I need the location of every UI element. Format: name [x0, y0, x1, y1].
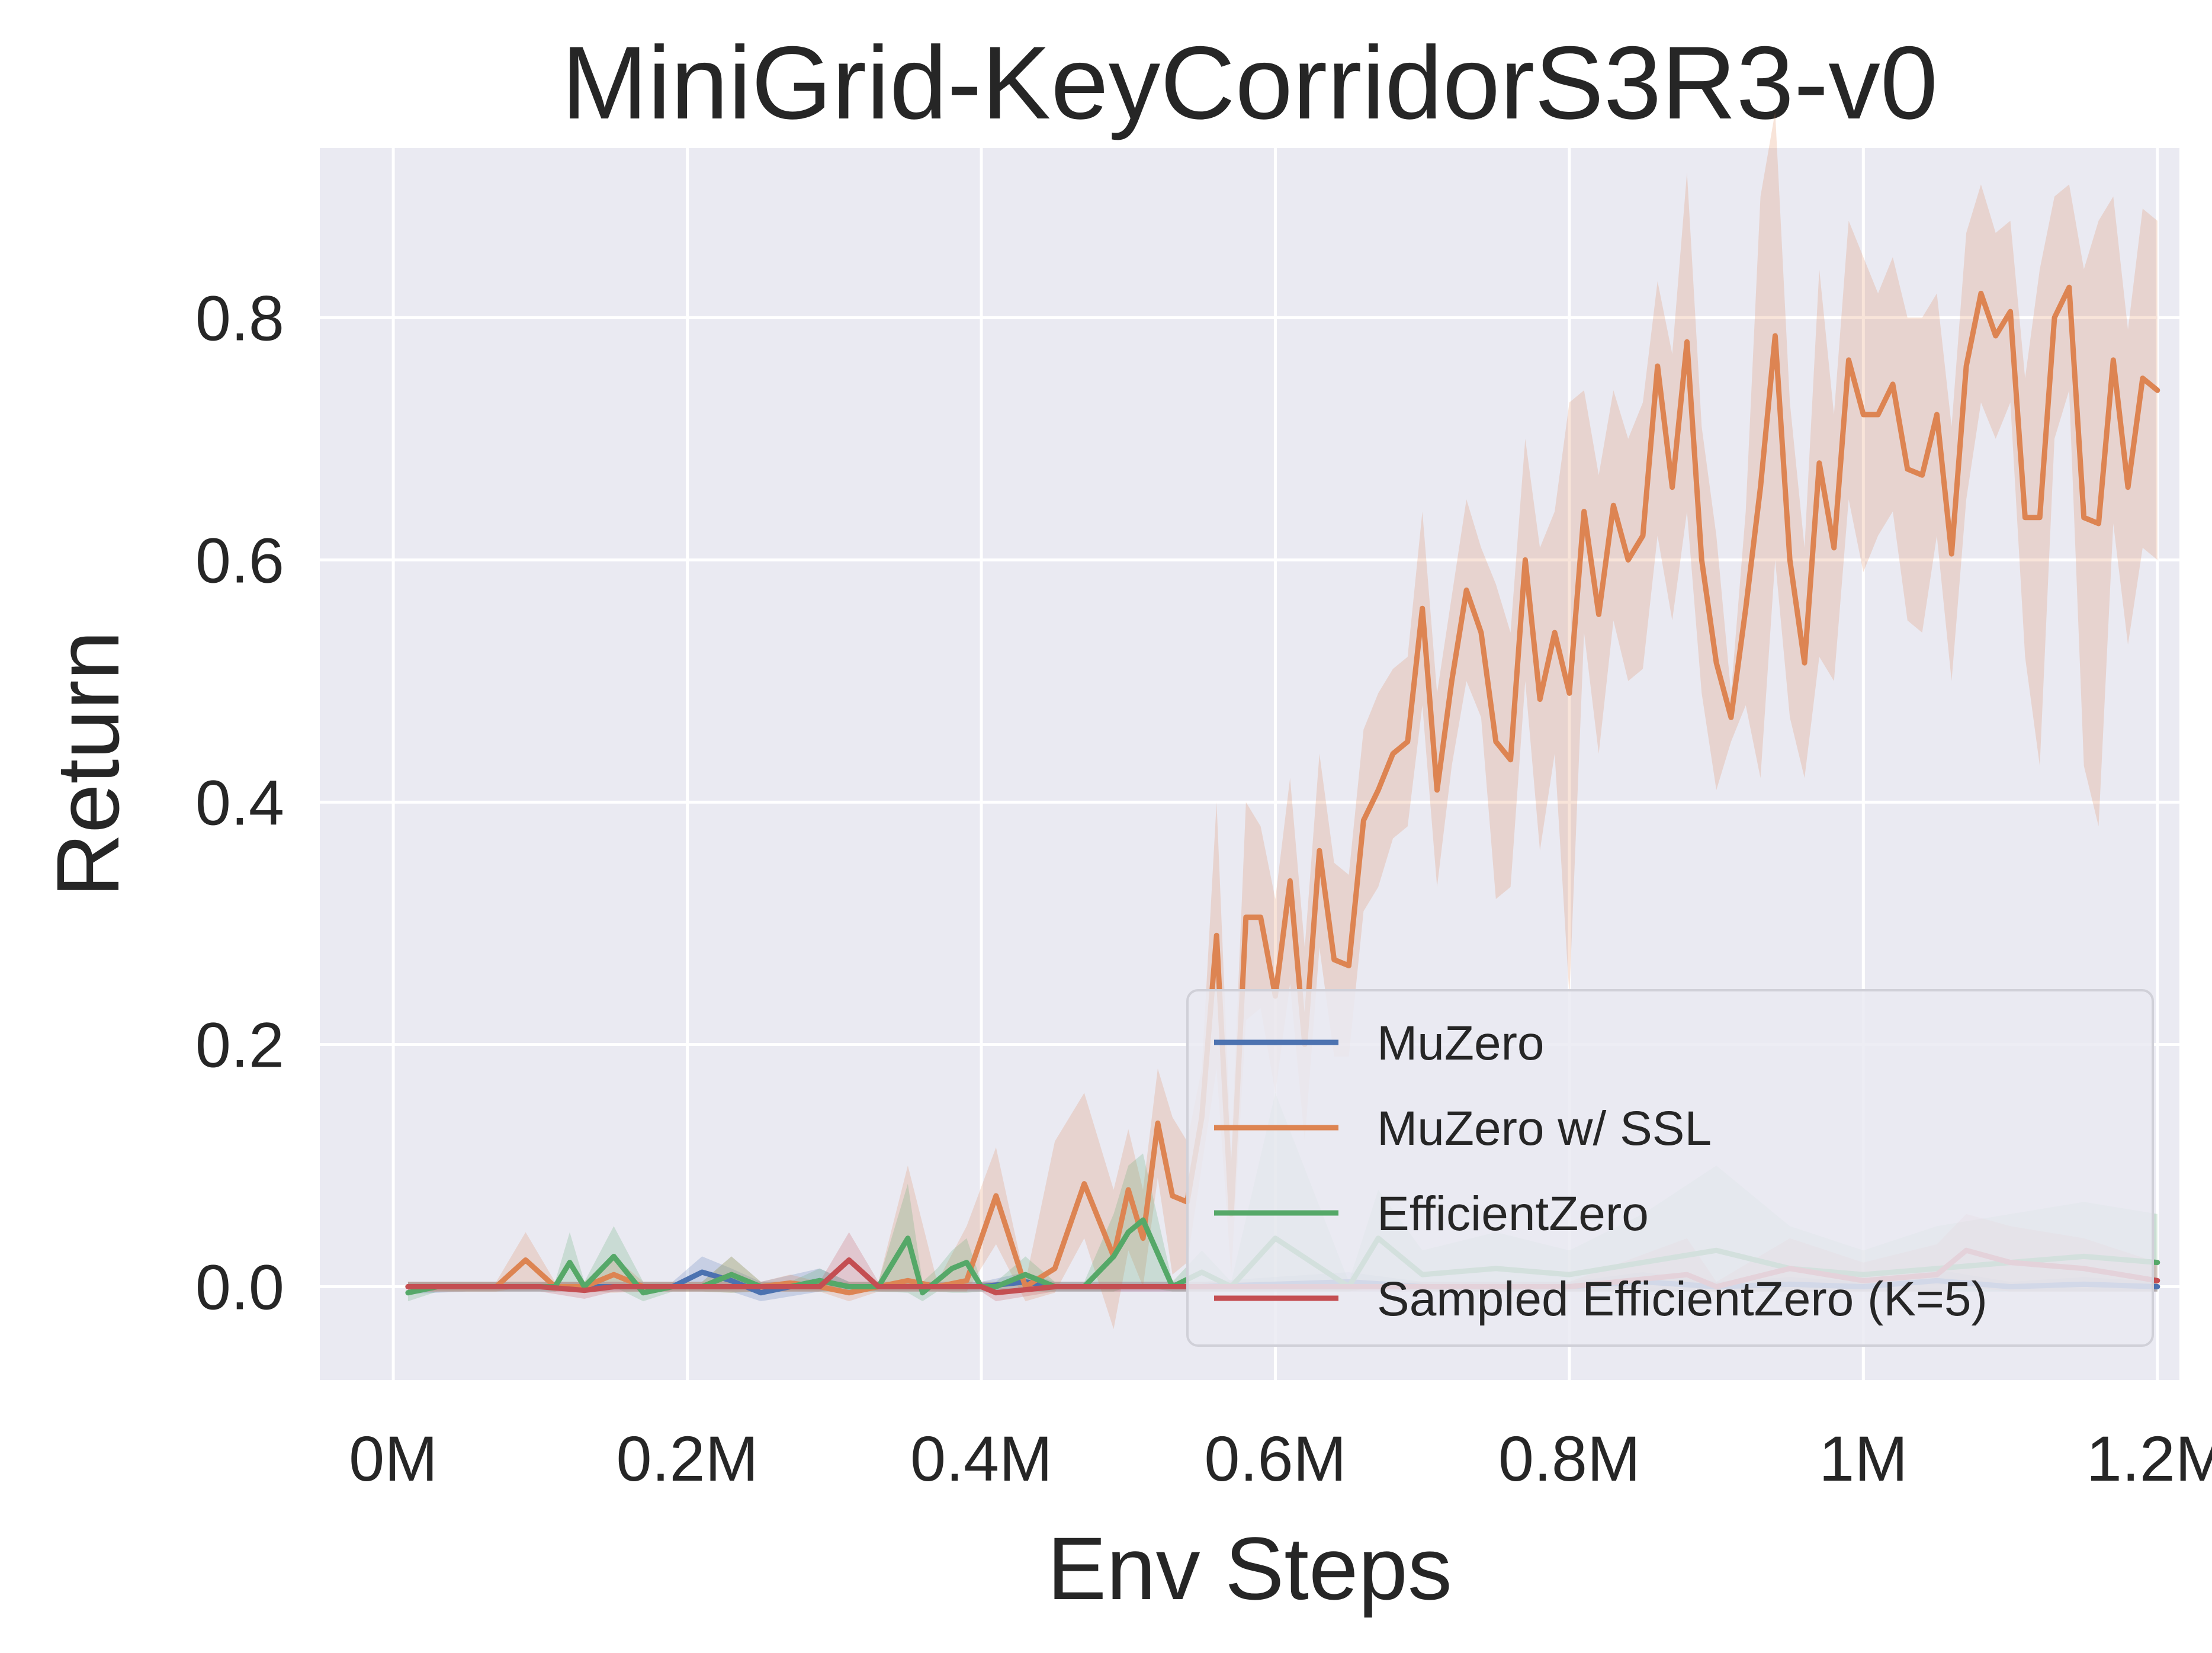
x-tick-label: 1M: [1819, 1423, 1908, 1494]
chart-title: MiniGrid-KeyCorridorS3R3-v0: [561, 25, 1938, 141]
legend-label: Sampled EfficientZero (K=5): [1377, 1272, 1988, 1326]
legend-label: EfficientZero: [1377, 1187, 1649, 1241]
y-tick-label: 0.6: [195, 524, 284, 596]
y-tick-label: 0.4: [195, 766, 284, 838]
x-tick-label: 0.6M: [1204, 1423, 1346, 1494]
legend-label: MuZero: [1377, 1016, 1545, 1070]
x-tick-label: 0.4M: [910, 1423, 1052, 1494]
band-muzero-w-ssl: [407, 111, 2158, 1330]
y-tick-label: 0.0: [195, 1251, 284, 1323]
legend-box: [1186, 989, 2154, 1347]
x-tick-label: 1.2M: [2086, 1423, 2212, 1494]
y-tick-label: 0.8: [195, 282, 284, 354]
x-tick-label: 0M: [349, 1423, 438, 1494]
x-axis: 0M 0.2M 0.4M 0.6M 0.8M 1M 1.2M: [349, 1423, 2212, 1494]
legend-label: MuZero w/ SSL: [1377, 1102, 1712, 1156]
x-tick-label: 0.2M: [616, 1423, 758, 1494]
band-sampled-efficientzero-k-5: [407, 1214, 2158, 1302]
legend: MuZero MuZero w/ SSL EfficientZero Sampled …: [1186, 989, 2154, 1347]
y-axis-label: Return: [38, 631, 137, 897]
y-axis: 0.0 0.2 0.4 0.6 0.8: [195, 282, 284, 1323]
y-tick-label: 0.2: [195, 1009, 284, 1080]
x-axis-label: Env Steps: [1047, 1519, 1452, 1618]
x-tick-label: 0.8M: [1498, 1423, 1640, 1494]
